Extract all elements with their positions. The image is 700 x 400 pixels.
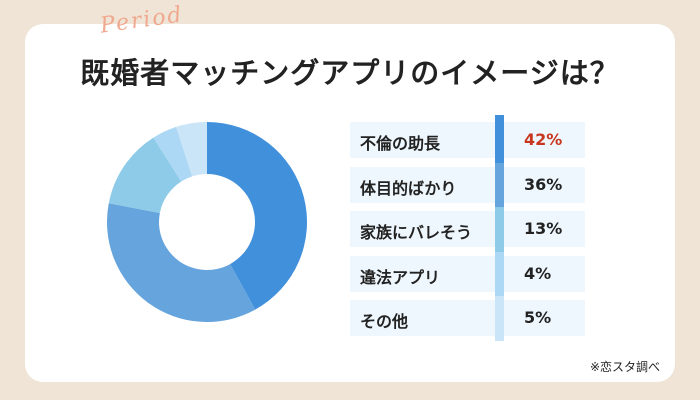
legend-color-bar bbox=[495, 115, 504, 166]
legend-row: 不倫の助長 42% bbox=[350, 122, 585, 158]
legend-row: その他 5% bbox=[350, 300, 585, 336]
legend-label: 家族にバレそう bbox=[360, 223, 473, 242]
legend-color-bar bbox=[495, 251, 504, 296]
donut-slice-2 bbox=[108, 137, 182, 214]
donut-slice-3 bbox=[153, 126, 193, 182]
donut-chart bbox=[107, 122, 307, 322]
legend-value: 13% bbox=[524, 219, 563, 238]
donut-slice-1 bbox=[107, 203, 256, 322]
legend-color-bar bbox=[495, 162, 504, 207]
legend-value: 36% bbox=[524, 174, 563, 194]
legend-color-bar bbox=[495, 296, 504, 341]
legend-value: 42% bbox=[524, 130, 563, 149]
chart-title: 既婚者マッチングアプリのイメージは？ bbox=[80, 56, 620, 90]
legend-label: その他 bbox=[360, 312, 409, 331]
donut-slice-0 bbox=[207, 122, 307, 310]
legend-label: 体目的ばかり bbox=[360, 178, 457, 198]
source-note: ※恋スタ調べ bbox=[589, 360, 660, 374]
legend-row: 体目的ばかり 36% bbox=[350, 166, 585, 203]
legend-row: 家族にバレそう 13% bbox=[350, 211, 585, 247]
legend-label: 不倫の助長 bbox=[360, 134, 441, 153]
legend-value: 4% bbox=[524, 263, 552, 283]
legend-value: 5% bbox=[524, 308, 552, 327]
donut-slice-4 bbox=[176, 122, 207, 177]
legend-color-bar bbox=[495, 207, 504, 252]
legend-row: 違法アプリ 4% bbox=[350, 255, 585, 292]
legend-label: 違法アプリ bbox=[360, 267, 441, 287]
